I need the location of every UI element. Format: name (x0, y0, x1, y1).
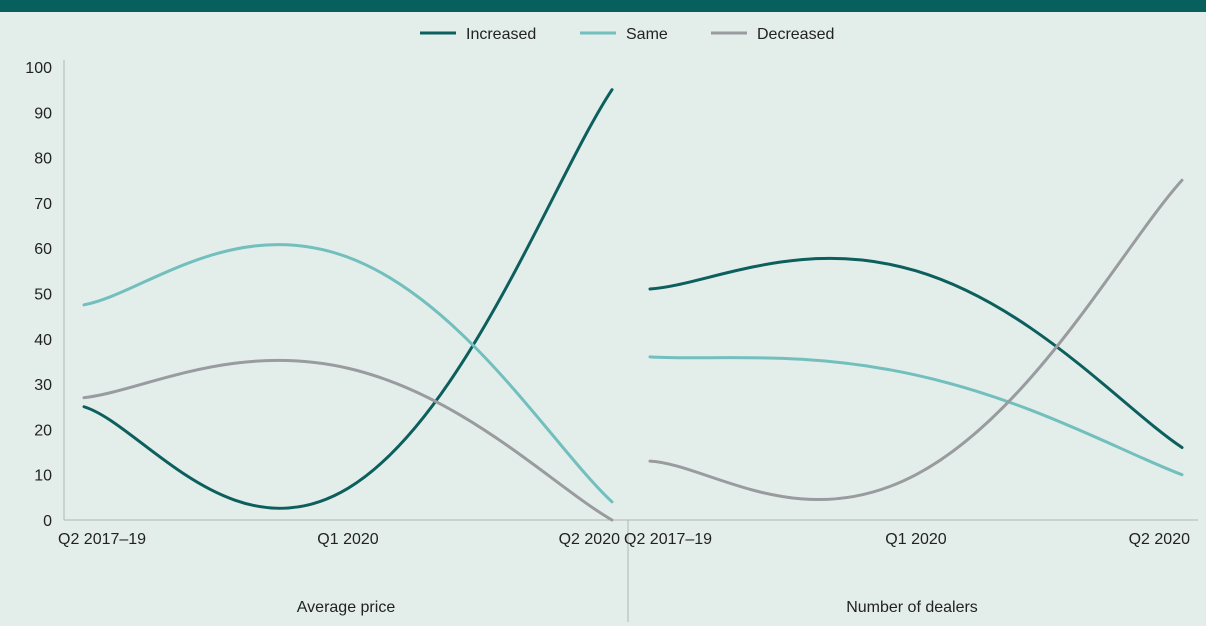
panel-label-number-of-dealers: Number of dealers (846, 599, 978, 616)
series-line-increased-number-of-dealers (648, 256, 1184, 450)
series-line-same-number-of-dealers (648, 355, 1184, 477)
x-tick-label-average-price: Q1 2020 (317, 531, 378, 548)
x-tick-label-number-of-dealers: Q2 2017–19 (624, 531, 712, 548)
legend-label-same: Same (626, 26, 668, 43)
y-tick-label: 90 (34, 105, 52, 122)
legend-label-increased: Increased (466, 26, 536, 43)
y-tick-label: 20 (34, 422, 52, 439)
y-tick-label: 100 (25, 60, 52, 77)
x-tick-label-number-of-dealers: Q1 2020 (885, 531, 946, 548)
series-line-increased-average-price (82, 88, 614, 510)
y-tick-label: 30 (34, 377, 52, 394)
y-tick-label: 0 (43, 513, 52, 530)
x-tick-label-number-of-dealers: Q2 2020 (1129, 531, 1190, 548)
y-tick-label: 10 (34, 468, 52, 485)
x-tick-label-average-price: Q2 2020 (559, 531, 620, 548)
legend-label-decreased: Decreased (757, 26, 834, 43)
x-tick-label-average-price: Q2 2017–19 (58, 531, 146, 548)
title-bar (0, 0, 1206, 12)
y-tick-label: 40 (34, 332, 52, 349)
y-tick-label: 70 (34, 196, 52, 213)
y-tick-label: 60 (34, 241, 52, 258)
series-line-decreased-average-price (82, 358, 614, 522)
y-tick-label: 50 (34, 287, 52, 304)
series-line-same-average-price (82, 243, 614, 504)
panel-label-average-price: Average price (297, 599, 396, 616)
series-line-decreased-number-of-dealers (648, 178, 1184, 501)
y-tick-label: 80 (34, 151, 52, 168)
